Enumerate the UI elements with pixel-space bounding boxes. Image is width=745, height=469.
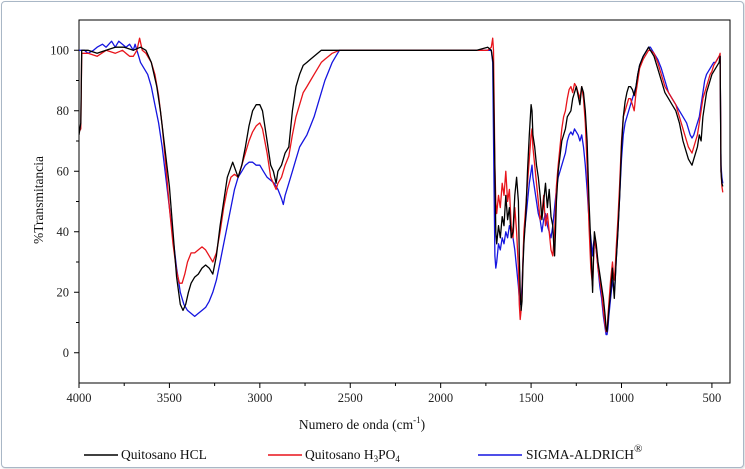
legend-label-h3po4-main: Quitosano H — [305, 447, 374, 462]
y-tick-label: 0 — [63, 346, 69, 360]
legend: Quitosano HCL Quitosano H3PO4 SIGMA-ALDR… — [84, 443, 642, 464]
x-tick-label: 2000 — [428, 391, 453, 405]
legend-label-h3po4: Quitosano H3PO4 — [305, 447, 400, 464]
legend-label-sigma-reg: ® — [634, 443, 642, 455]
x-tick-label: 2500 — [338, 391, 363, 405]
x-tick-label: 1000 — [609, 391, 634, 405]
legend-label-h3po4-sub3: 3 — [374, 454, 379, 464]
legend-label-h3po4-po: PO — [378, 447, 396, 462]
x-tick-label: 500 — [703, 391, 722, 405]
legend-label-sigma: SIGMA-ALDRICH® — [526, 443, 642, 462]
y-axis-label: %Transmitancia — [31, 156, 46, 244]
legend-label-sigma-main: SIGMA-ALDRICH — [526, 447, 634, 462]
y-tick-label: 20 — [57, 285, 70, 299]
x-tick-label: 3500 — [157, 391, 182, 405]
series-line-sigma-aldrich — [79, 40, 724, 336]
x-axis-label-sup: -1 — [413, 415, 421, 425]
x-axis-label: Numero de onda (cm-1) — [299, 415, 425, 432]
y-tick-label: 80 — [57, 104, 70, 118]
x-tick-label: 4000 — [67, 391, 92, 405]
x-axis-label-end: ) — [421, 417, 426, 432]
series-line-hcl — [79, 46, 724, 333]
y-tick-label: 60 — [57, 164, 70, 178]
y-tick-label: 40 — [57, 225, 70, 239]
plot-area — [78, 19, 731, 384]
x-tick-label: 3000 — [247, 391, 272, 405]
legend-label-h3po4-sub4: 4 — [395, 454, 400, 464]
legend-label-hcl: Quitosano HCL — [121, 447, 207, 462]
x-tick-label: 1500 — [519, 391, 544, 405]
y-tick-label: 100 — [50, 43, 69, 57]
series-line-h3po4 — [79, 37, 724, 333]
x-axis-label-main: Numero de onda (cm — [299, 417, 414, 432]
